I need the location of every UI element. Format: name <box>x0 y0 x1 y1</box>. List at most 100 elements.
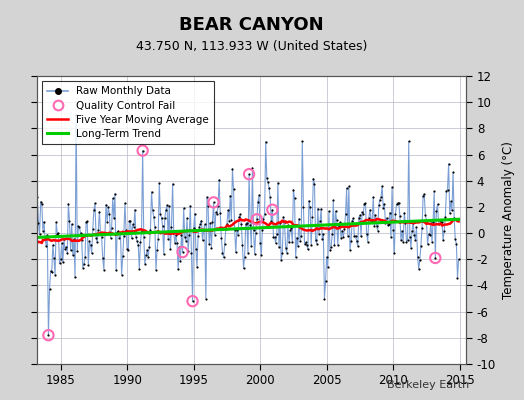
Point <box>171 240 179 246</box>
Point <box>118 253 127 260</box>
Point <box>214 202 222 209</box>
Point <box>88 250 96 256</box>
Point <box>228 166 237 172</box>
Point <box>193 264 201 270</box>
Point <box>319 231 328 237</box>
Point <box>306 204 314 210</box>
Point <box>210 199 218 206</box>
Point <box>249 227 258 234</box>
Point <box>265 185 273 191</box>
Point <box>436 219 445 226</box>
Point <box>243 220 251 226</box>
Point <box>223 221 231 227</box>
Point <box>291 254 300 260</box>
Point <box>70 236 78 242</box>
Point <box>183 215 191 222</box>
Point <box>443 186 452 193</box>
Point <box>48 269 56 275</box>
Point <box>442 188 451 194</box>
Point <box>164 236 172 242</box>
Point <box>261 138 270 145</box>
Point <box>397 237 405 243</box>
Point <box>253 216 261 222</box>
Point <box>38 200 46 207</box>
Point <box>356 212 364 218</box>
Point <box>137 228 146 235</box>
Point <box>180 205 188 212</box>
Point <box>153 246 161 253</box>
Point <box>271 240 280 246</box>
Point <box>375 202 383 208</box>
Point <box>400 210 409 216</box>
Point <box>311 237 320 243</box>
Point <box>96 230 105 237</box>
Point <box>188 298 196 304</box>
Point <box>423 241 432 248</box>
Point <box>185 232 193 239</box>
Point <box>343 185 351 192</box>
Point <box>158 223 167 229</box>
Point <box>123 245 132 252</box>
Point <box>95 208 104 215</box>
Point <box>143 247 151 253</box>
Point <box>444 161 453 167</box>
Point <box>157 214 166 221</box>
Point <box>386 210 394 216</box>
Point <box>315 231 323 237</box>
Point <box>264 179 272 186</box>
Point <box>351 232 359 239</box>
Point <box>430 188 439 195</box>
Point <box>37 198 45 205</box>
Point <box>340 226 348 232</box>
Point <box>195 224 203 230</box>
Point <box>433 201 442 208</box>
Point <box>289 187 298 193</box>
Point <box>53 230 61 237</box>
Point <box>373 222 381 229</box>
Point <box>33 194 41 200</box>
Point <box>211 232 219 238</box>
Point <box>238 242 247 248</box>
Point <box>347 237 355 244</box>
Point <box>61 246 69 252</box>
Point <box>452 240 461 247</box>
Point <box>409 220 417 226</box>
Point <box>438 218 446 225</box>
Point <box>246 222 254 228</box>
Point <box>391 211 400 217</box>
Point <box>329 197 337 203</box>
Point <box>244 250 252 256</box>
Point <box>296 238 304 244</box>
Point <box>420 191 429 197</box>
Point <box>221 241 229 247</box>
Point <box>408 227 416 234</box>
Point <box>332 217 341 223</box>
Point <box>335 222 343 229</box>
Point <box>105 211 114 217</box>
Point <box>403 236 412 243</box>
Point <box>338 228 346 234</box>
Point <box>429 218 438 225</box>
Point <box>128 221 137 228</box>
Point <box>42 243 50 249</box>
Point <box>41 235 49 242</box>
Point <box>220 254 228 261</box>
Point <box>75 224 84 230</box>
Point <box>395 199 403 206</box>
Point <box>99 255 107 262</box>
Point <box>379 205 387 211</box>
Point <box>360 201 368 207</box>
Point <box>281 245 290 252</box>
Point <box>388 184 396 190</box>
Point <box>81 254 89 260</box>
Point <box>417 242 425 249</box>
Point <box>275 244 283 250</box>
Point <box>202 295 210 302</box>
Point <box>314 205 322 212</box>
Point <box>286 227 294 234</box>
Point <box>93 238 102 245</box>
Point <box>188 298 196 304</box>
Point <box>368 218 376 224</box>
Point <box>56 260 64 267</box>
Point <box>192 246 200 252</box>
